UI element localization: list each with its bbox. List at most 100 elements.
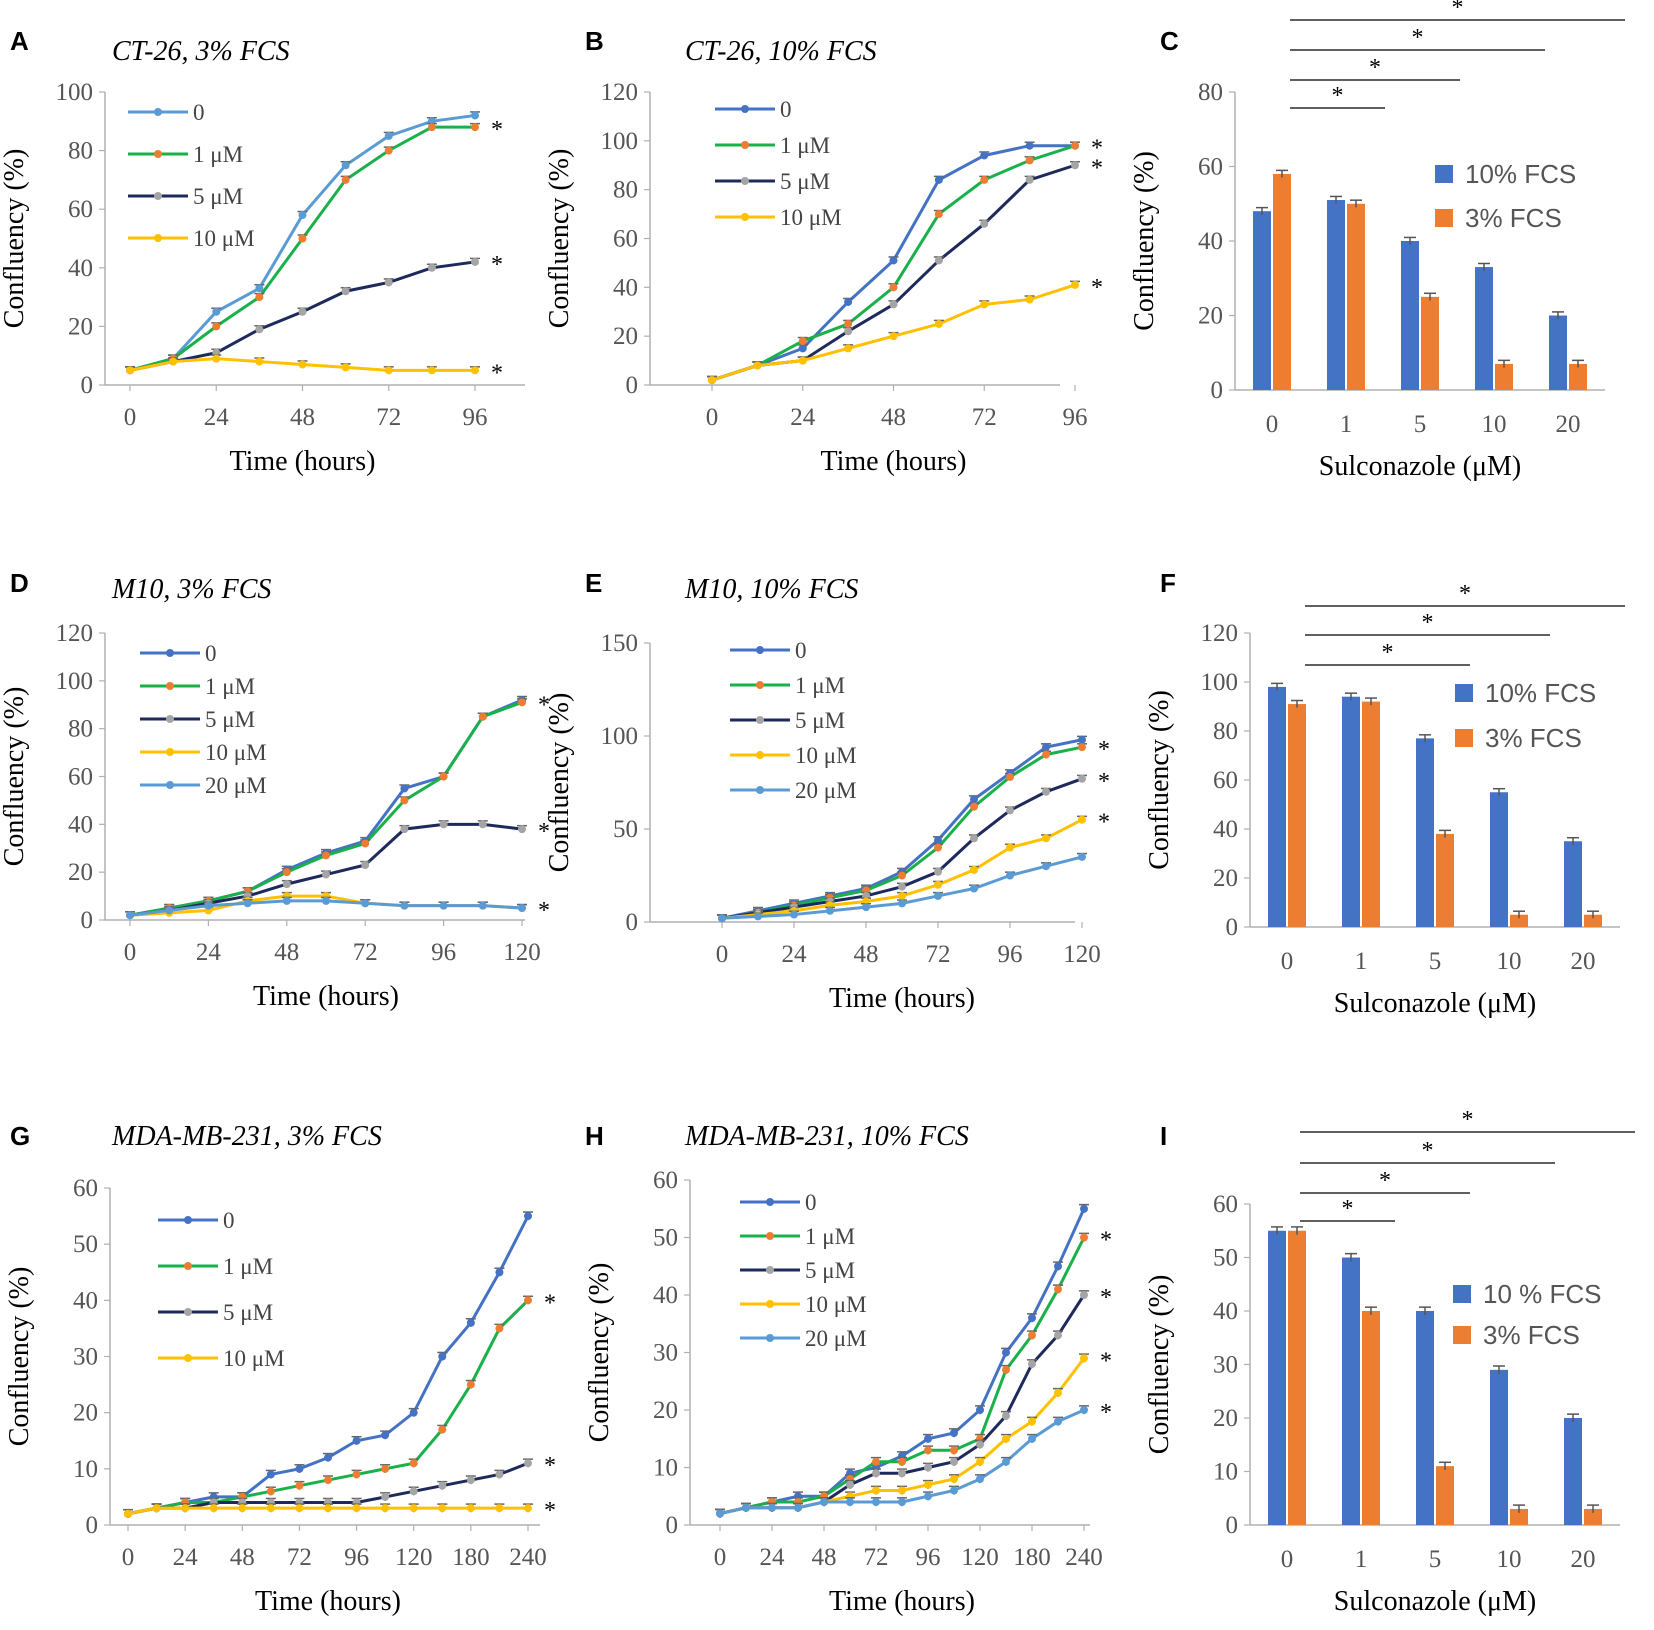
data-point [409, 1459, 418, 1468]
x-tick-label: 48 [230, 1544, 255, 1571]
significance-star: * [1091, 136, 1103, 162]
data-point [400, 784, 409, 793]
data-point [1002, 1348, 1010, 1357]
data-point [1080, 1354, 1088, 1363]
y-tick-label: 40 [1213, 816, 1238, 843]
significance-star: * [1342, 1196, 1354, 1222]
data-point [950, 1446, 958, 1455]
data-point [718, 914, 726, 923]
x-tick-label: 0 [124, 939, 137, 966]
y-axis-title: Confluency (%) [544, 693, 575, 873]
y-tick-label: 40 [613, 274, 638, 301]
y-tick-label: 100 [56, 668, 94, 695]
legend-marker [166, 781, 174, 789]
panel-letter: G [10, 1121, 30, 1151]
legend-swatch [1453, 1326, 1471, 1344]
legend-label: 10% FCS [1465, 159, 1576, 189]
x-axis-title: Sulconazole (μM) [1319, 451, 1521, 482]
data-point [518, 698, 526, 707]
series-line-1 [129, 700, 523, 917]
data-point [934, 843, 942, 852]
significance-star: * [1100, 1285, 1112, 1311]
legend-label: 5 μM [805, 1258, 855, 1283]
significance-star: * [1091, 275, 1103, 301]
data-point [1078, 743, 1086, 752]
data-point [400, 796, 409, 805]
data-point [1054, 1331, 1062, 1340]
legend-marker [766, 1334, 774, 1342]
data-point [898, 899, 906, 908]
data-point [1080, 1233, 1088, 1242]
bar-ten-percent [1564, 841, 1582, 927]
legend-marker [766, 1266, 774, 1274]
x-tick-label: 72 [972, 404, 997, 431]
panel-title: CT-26, 3% FCS [112, 36, 290, 67]
data-point [524, 1296, 532, 1305]
legend-label: 5 μM [205, 707, 255, 732]
x-tick-label: 72 [353, 939, 378, 966]
series-line-0 [129, 698, 523, 917]
legend-marker [766, 1232, 774, 1240]
legend-label: 20 μM [205, 773, 267, 798]
x-axis-title: Time (hours) [821, 446, 967, 477]
data-point [165, 906, 174, 915]
significance-star: * [491, 252, 503, 278]
y-tick-label: 40 [73, 1287, 98, 1314]
y-tick-label: 40 [68, 811, 93, 838]
y-tick-label: 20 [613, 323, 638, 350]
data-point [427, 263, 436, 272]
data-point [381, 1492, 390, 1501]
data-point [889, 283, 898, 292]
data-point [889, 300, 898, 309]
data-point [478, 712, 487, 721]
y-tick-label: 30 [73, 1344, 98, 1371]
legend-marker [741, 141, 749, 149]
data-point [466, 1504, 475, 1513]
data-point [1042, 743, 1050, 752]
data-point [478, 820, 487, 829]
data-point [255, 357, 264, 366]
x-axis-title: Time (hours) [829, 1586, 975, 1617]
y-tick-label: 60 [1213, 767, 1238, 794]
data-point [898, 1486, 906, 1495]
panel-letter: I [1160, 1121, 1167, 1151]
legend-label: 1 μM [223, 1254, 273, 1279]
legend-marker [756, 751, 764, 759]
series-line-2 [129, 260, 476, 372]
legend-marker [184, 1216, 192, 1224]
data-point [1078, 815, 1086, 824]
y-tick-label: 50 [613, 816, 638, 843]
data-point [950, 1457, 958, 1466]
data-point [976, 1440, 984, 1449]
data-point [466, 1318, 475, 1327]
data-point [1078, 852, 1086, 861]
data-point [438, 1481, 447, 1490]
significance-star: * [1100, 1228, 1112, 1254]
data-point [790, 910, 798, 919]
data-point [524, 1459, 532, 1468]
bar-ten-percent [1253, 211, 1271, 390]
data-point [384, 146, 393, 155]
data-point [352, 1470, 361, 1479]
panel-letter: F [1160, 568, 1176, 598]
x-tick-label: 120 [1063, 941, 1101, 968]
data-point [384, 366, 393, 375]
x-tick-label: 96 [998, 941, 1023, 968]
x-tick-label: 120 [961, 1544, 999, 1571]
data-point [1071, 280, 1079, 289]
x-tick-label: 48 [881, 404, 906, 431]
data-point [361, 839, 370, 848]
x-tick-label: 24 [173, 1544, 199, 1571]
data-point [438, 1352, 447, 1361]
data-point [212, 322, 221, 331]
bar-three-percent [1584, 914, 1602, 927]
legend-label: 0 [795, 638, 807, 663]
significance-star: * [1422, 1138, 1434, 1164]
data-point [298, 360, 307, 369]
data-point [478, 901, 487, 910]
data-point [352, 1504, 361, 1513]
bar-ten-percent [1564, 1418, 1582, 1525]
data-point [466, 1380, 475, 1389]
legend-marker [766, 1198, 774, 1206]
x-tick-label: 96 [431, 939, 456, 966]
